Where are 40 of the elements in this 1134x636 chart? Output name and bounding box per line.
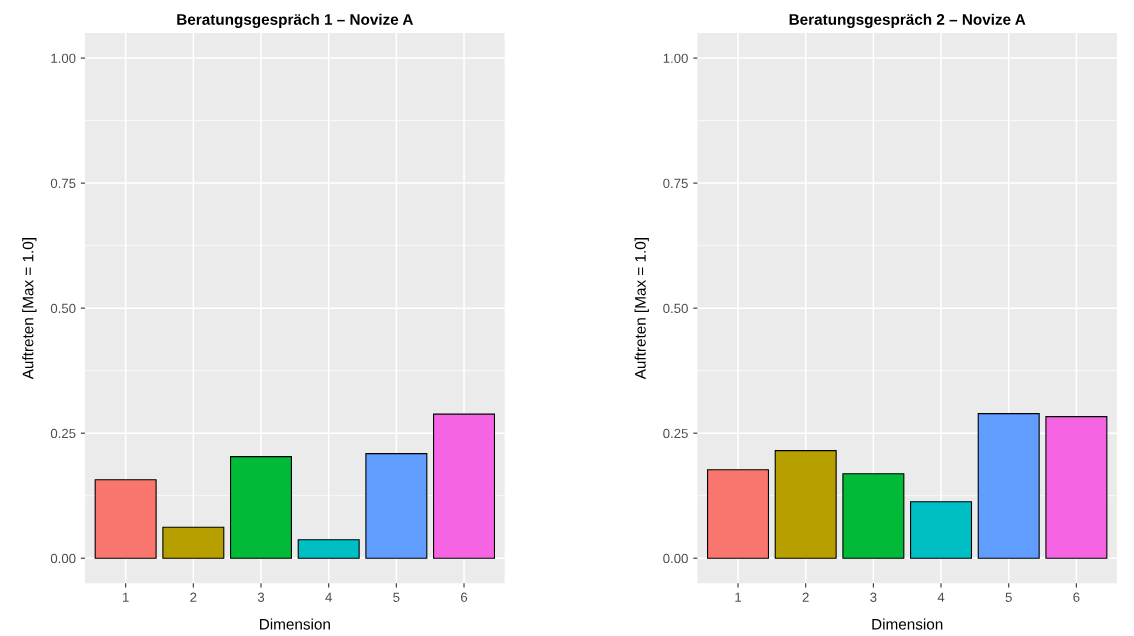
bar bbox=[365, 453, 428, 559]
x-axis-title: Dimension bbox=[872, 618, 943, 630]
chart-title: Beratungsgespräch 2 – Novize A bbox=[789, 13, 1026, 28]
x-axis-title: Dimension bbox=[260, 618, 330, 630]
y-axis-title: Auftreten [Max = 1.0] bbox=[22, 238, 37, 380]
x-tick-label: 1 bbox=[735, 592, 742, 602]
bar bbox=[1045, 416, 1108, 559]
y-tick-label: 1.00 bbox=[51, 53, 76, 63]
x-tick-label: 6 bbox=[461, 592, 468, 602]
bar bbox=[977, 413, 1040, 559]
y-tick-label: 0.75 bbox=[50, 178, 76, 189]
x-tick-label: 1 bbox=[122, 592, 129, 602]
x-tick-label: 3 bbox=[257, 592, 265, 602]
x-tick-label: 3 bbox=[870, 592, 877, 602]
x-tick-label: 4 bbox=[325, 592, 332, 602]
chart-title: Beratungsgespräch 1 – Novize A bbox=[177, 13, 414, 28]
bar bbox=[842, 473, 905, 559]
y-tick-label: 0.50 bbox=[50, 303, 76, 314]
bar bbox=[433, 413, 496, 559]
y-tick-label: 0.25 bbox=[663, 428, 688, 439]
y-tick-label: 0.25 bbox=[50, 428, 76, 439]
x-tick-label: 5 bbox=[393, 592, 400, 602]
y-tick-label: 1.00 bbox=[663, 53, 688, 63]
x-tick-label: 6 bbox=[1073, 592, 1080, 602]
x-tick-label: 5 bbox=[1005, 592, 1012, 602]
y-tick-label: 0.50 bbox=[663, 303, 688, 314]
bar bbox=[910, 501, 973, 559]
y-tick-label: 0.00 bbox=[50, 553, 76, 564]
bar bbox=[229, 456, 293, 559]
bar bbox=[774, 450, 837, 559]
x-tick-label: 2 bbox=[802, 592, 809, 602]
bar bbox=[707, 469, 770, 559]
bar bbox=[297, 539, 360, 559]
x-tick-label: 2 bbox=[190, 592, 197, 602]
x-tick-label: 4 bbox=[937, 592, 945, 602]
bar bbox=[162, 526, 225, 559]
y-tick-label: 0.00 bbox=[663, 553, 688, 564]
bar bbox=[94, 479, 157, 559]
y-tick-label: 0.75 bbox=[663, 178, 688, 189]
y-axis-title: Auftreten [Max = 1.0] bbox=[634, 238, 649, 380]
